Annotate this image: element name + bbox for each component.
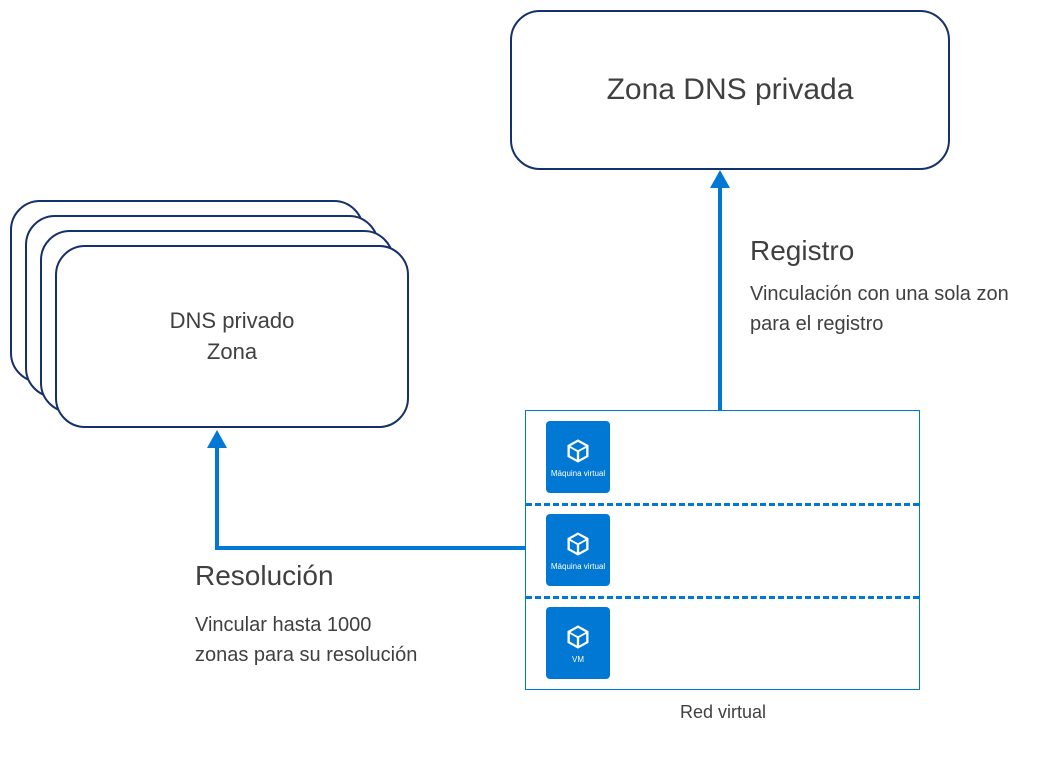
resolution-arrow-h — [215, 546, 525, 550]
registration-sub1: Vinculación con una sola zon — [750, 279, 1047, 309]
registration-arrow-head — [710, 170, 730, 188]
cube-icon — [564, 623, 592, 651]
resolution-heading: Resolución — [195, 560, 525, 592]
vnet-divider-2 — [526, 596, 919, 599]
registration-arrow-line — [718, 186, 722, 410]
resolution-arrow-head — [207, 430, 227, 448]
vm-tile-1: Máquina virtual — [546, 421, 610, 493]
registration-label-area: Registro Vinculación con una sola zon pa… — [750, 235, 1047, 339]
vm-label-2: Máquina virtual — [551, 562, 605, 571]
vm-label-1: Máquina virtual — [551, 469, 605, 478]
cube-icon — [564, 530, 592, 558]
vnet-caption: Red virtual — [680, 702, 766, 723]
registration-heading: Registro — [750, 235, 1047, 267]
private-dns-zone-top-label: Zona DNS privada — [607, 73, 854, 107]
stacked-zone-line2: Zona — [207, 337, 257, 368]
resolution-arrow-v — [215, 446, 219, 550]
vm-label-3: VM — [572, 655, 584, 664]
stacked-zone-line1: DNS privado — [170, 306, 295, 337]
vm-tile-3: VM — [546, 607, 610, 679]
vnet-divider-1 — [526, 503, 919, 506]
resolution-sub1: Vincular hasta 1000 — [195, 610, 525, 640]
virtual-network-box: Máquina virtual Máquina virtual VM — [525, 410, 920, 690]
vm-tile-2: Máquina virtual — [546, 514, 610, 586]
private-dns-zone-top: Zona DNS privada — [510, 10, 950, 170]
resolution-sub2: zonas para su resolución — [195, 640, 525, 670]
registration-sub2: para el registro — [750, 309, 1047, 339]
stacked-zone-card-front: DNS privado Zona — [55, 245, 409, 428]
cube-icon — [564, 437, 592, 465]
resolution-label-area: Resolución Vincular hasta 1000 zonas par… — [195, 560, 525, 670]
